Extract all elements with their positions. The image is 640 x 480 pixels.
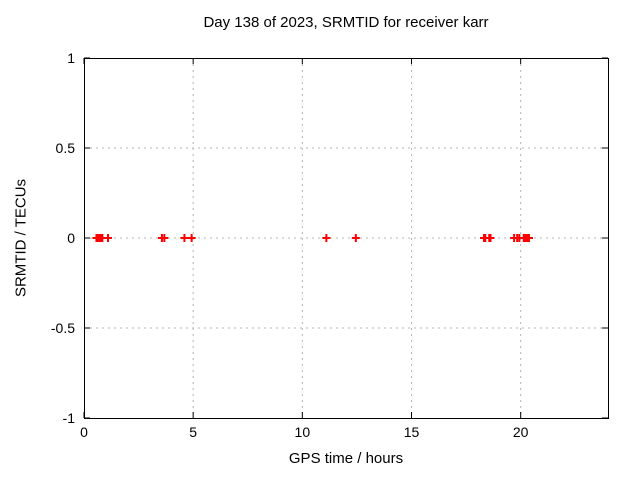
data-point-marker	[351, 234, 360, 242]
data-point-marker	[104, 234, 113, 242]
y-axis-label: SRMTID / TECUs	[12, 178, 30, 298]
chart-title: Day 138 of 2023, SRMTID for receiver kar…	[203, 14, 489, 31]
y-tick-label: -1	[63, 410, 76, 426]
x-tick-label: 5	[189, 424, 197, 440]
x-tick-label: 10	[295, 424, 311, 440]
data-point-marker	[160, 234, 169, 242]
y-tick-label: -0.5	[51, 320, 75, 336]
data-point-marker	[180, 234, 189, 242]
y-tick-label: 1	[67, 50, 75, 66]
x-tick-label: 20	[513, 424, 529, 440]
y-tick-label: 0.5	[56, 140, 76, 156]
y-tick-label: 0	[67, 230, 75, 246]
data-point-marker	[322, 234, 331, 242]
data-point-marker	[524, 234, 533, 242]
x-tick-label: 15	[404, 424, 420, 440]
x-axis-label: GPS time / hours	[288, 450, 404, 467]
data-point-marker	[486, 234, 495, 242]
data-point-marker	[187, 234, 196, 242]
x-tick-label: 0	[80, 424, 88, 440]
